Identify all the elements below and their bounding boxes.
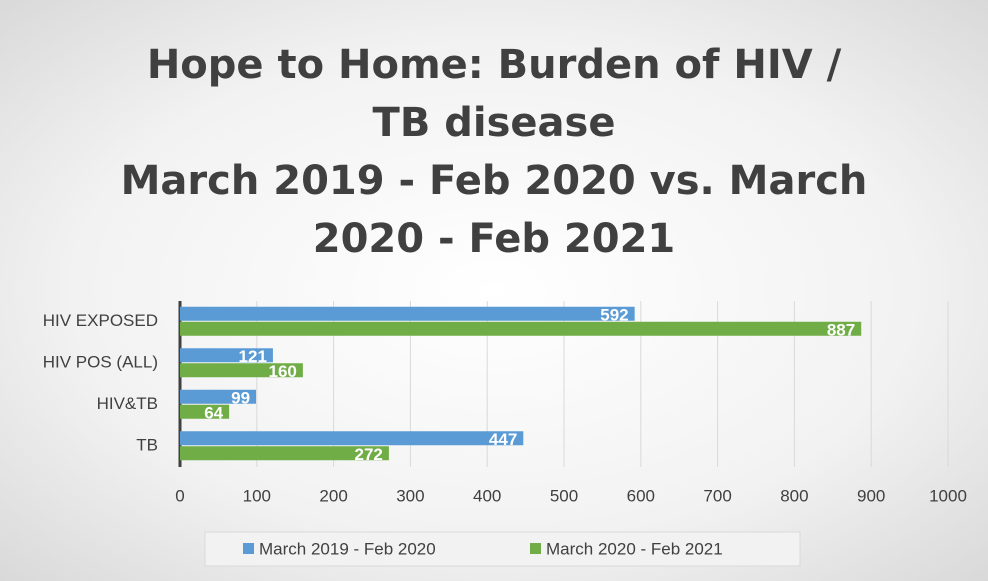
- x-tick-label: 600: [627, 486, 655, 505]
- bar: [180, 348, 273, 363]
- chart-subtitle: March 2019 - Feb 2020 vs. March 2020 - F…: [120, 158, 868, 262]
- y-tick-label: HIV&TB: [97, 394, 158, 413]
- x-tick-label: 900: [857, 486, 885, 505]
- legend-label: March 2020 - Feb 2021: [546, 539, 723, 558]
- titles: Hope to Home: Burden of HIV / TB disease…: [120, 36, 868, 268]
- y-tick-label: HIV POS (ALL): [43, 353, 158, 372]
- value-label: 887: [827, 321, 855, 340]
- value-label: 272: [355, 445, 383, 464]
- legend-label: March 2019 - Feb 2020: [259, 539, 436, 558]
- value-label: 99: [231, 389, 250, 408]
- bar: [180, 306, 635, 321]
- value-label: 121: [239, 347, 267, 366]
- bar: [180, 404, 230, 419]
- x-tick-label: 500: [550, 486, 578, 505]
- bar: [180, 321, 862, 336]
- x-tick-label: 100: [243, 486, 271, 505]
- bar: [180, 446, 389, 461]
- x-tick-label: 700: [703, 486, 731, 505]
- bar: [180, 431, 524, 446]
- value-label: 447: [489, 430, 517, 449]
- value-label: 64: [204, 404, 223, 423]
- x-tick-label: 400: [473, 486, 501, 505]
- legend-swatch: [530, 543, 541, 554]
- chart-title: Hope to Home: Burden of HIV / TB disease: [146, 42, 842, 146]
- x-tick-label: 0: [175, 486, 184, 505]
- x-tick-label: 200: [319, 486, 347, 505]
- bar: [180, 389, 257, 404]
- y-tick-label: TB: [136, 436, 158, 455]
- bar: [180, 363, 303, 378]
- value-label: 592: [600, 306, 628, 325]
- legend-swatch: [243, 543, 254, 554]
- x-tick-label: 1000: [929, 486, 967, 505]
- x-tick-label: 300: [396, 486, 424, 505]
- y-tick-label: HIV EXPOSED: [43, 311, 158, 330]
- value-label: 160: [269, 362, 297, 381]
- x-tick-label: 800: [780, 486, 808, 505]
- legend-box: [204, 531, 801, 567]
